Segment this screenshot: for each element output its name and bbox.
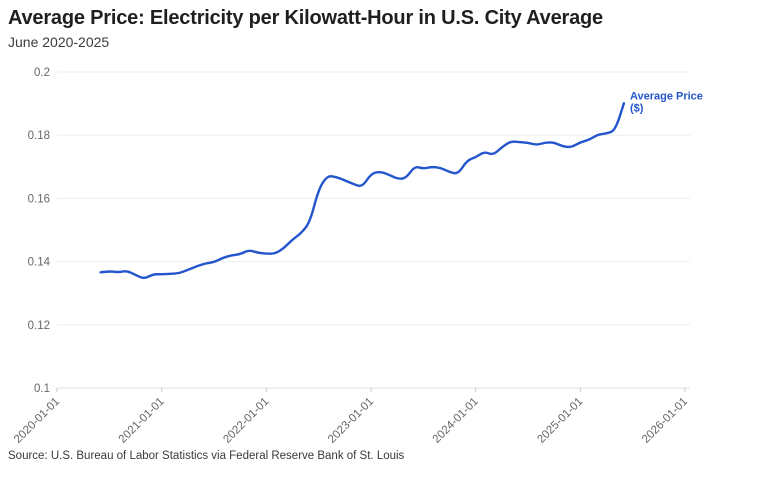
svg-text:2022-01-01: 2022-01-01 bbox=[221, 396, 271, 445]
svg-text:0.1: 0.1 bbox=[34, 383, 50, 395]
source-note: Source: U.S. Bureau of Labor Statistics … bbox=[8, 450, 405, 462]
y-axis-labels: 0.1 0.12 0.14 0.16 0.18 0.2 bbox=[28, 67, 51, 395]
svg-text:($): ($) bbox=[630, 102, 644, 114]
svg-text:2023-01-01: 2023-01-01 bbox=[326, 396, 376, 445]
svg-text:0.2: 0.2 bbox=[34, 67, 50, 79]
chart-header: Average Price: Electricity per Kilowatt-… bbox=[8, 6, 760, 50]
chart-area: 0.1 0.12 0.14 0.16 0.18 0.2 2020-01-01 2021-01-… bbox=[0, 60, 768, 445]
svg-text:0.16: 0.16 bbox=[28, 193, 50, 205]
svg-text:0.14: 0.14 bbox=[28, 257, 51, 269]
x-axis-ticks bbox=[56, 388, 686, 392]
svg-text:2025-01-01: 2025-01-01 bbox=[535, 396, 585, 445]
price-line bbox=[99, 102, 626, 280]
svg-text:Average Price: Average Price bbox=[630, 90, 703, 102]
svg-text:0.18: 0.18 bbox=[28, 130, 50, 142]
svg-text:0.12: 0.12 bbox=[28, 320, 50, 332]
y-gridlines bbox=[57, 71, 690, 389]
svg-text:2024-01-01: 2024-01-01 bbox=[431, 396, 481, 445]
line-end-label: Average Price($) bbox=[630, 90, 703, 114]
x-axis-labels: 2020-01-01 2021-01-01 2022-01-01 2023-01-01… bbox=[12, 396, 690, 445]
page-title: Average Price: Electricity per Kilowatt-… bbox=[8, 7, 603, 29]
price-line-chart: 0.1 0.12 0.14 0.16 0.18 0.2 2020-01-01 2021-01-… bbox=[12, 67, 703, 445]
svg-text:2021-01-01: 2021-01-01 bbox=[117, 396, 167, 445]
svg-text:2020-01-01: 2020-01-01 bbox=[12, 396, 62, 445]
svg-text:2026-01-01: 2026-01-01 bbox=[640, 396, 690, 445]
page-subtitle: June 2020-2025 bbox=[8, 34, 110, 50]
